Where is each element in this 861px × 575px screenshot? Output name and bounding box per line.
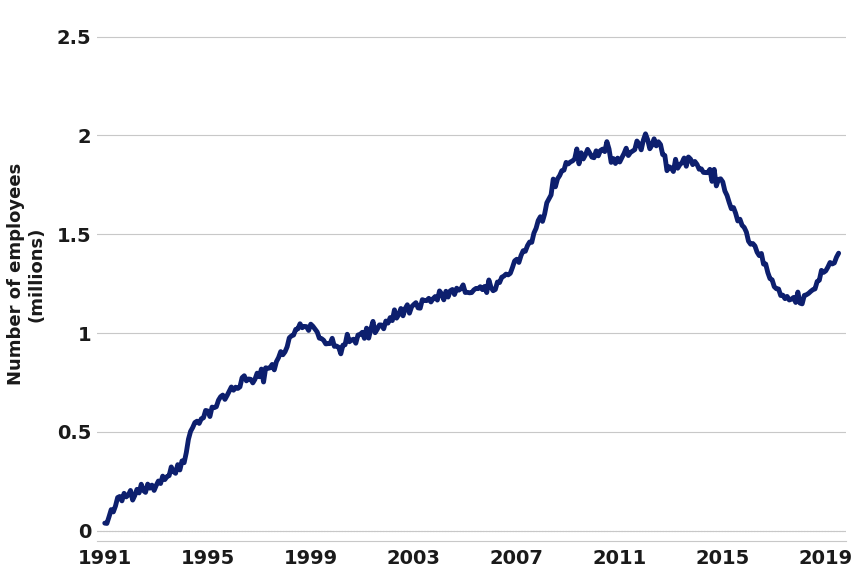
Y-axis label: Number of employees
(millions): Number of employees (millions) <box>7 163 46 385</box>
